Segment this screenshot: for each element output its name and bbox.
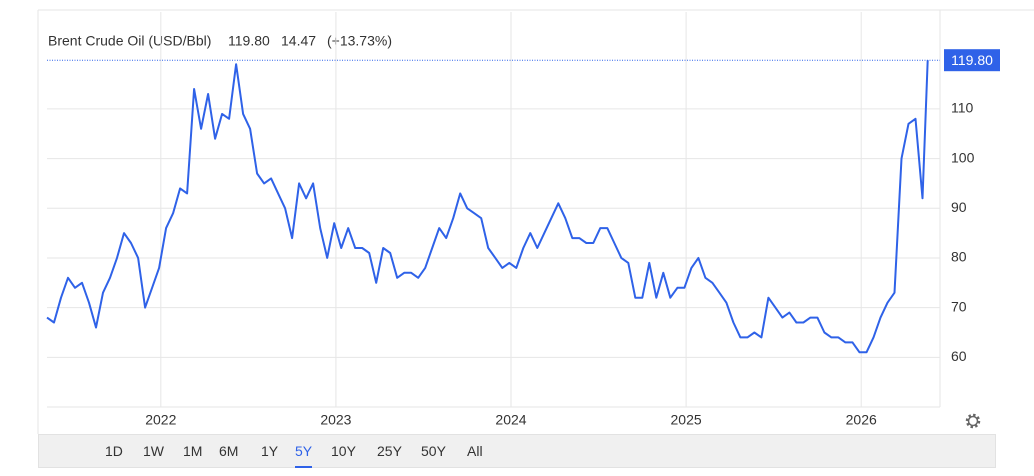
y-tick-label: 60 <box>951 348 967 364</box>
range-button[interactable]: 1W <box>143 443 164 459</box>
range-button[interactable]: 1D <box>105 443 123 459</box>
settings-icon[interactable] <box>965 413 981 429</box>
gear-ring <box>967 415 979 427</box>
y-tick-label: 70 <box>951 298 967 314</box>
header-price: 119.80 <box>228 33 270 49</box>
range-button[interactable]: 5Y <box>295 435 313 468</box>
last-price-box <box>944 49 1000 72</box>
range-button[interactable]: 1M <box>183 443 203 459</box>
y-tick-label: 90 <box>951 199 967 215</box>
last-price-label: 119.80 <box>951 52 993 68</box>
y-tick-label: 100 <box>951 149 975 165</box>
gear-teeth <box>965 413 981 429</box>
range-button[interactable]: All <box>467 443 483 459</box>
header-change: 14.47 <box>281 33 316 49</box>
x-tick-label: 2022 <box>145 412 176 428</box>
y-tick-label: 80 <box>951 249 967 265</box>
header-change-pct: (+13.73%) <box>327 33 392 49</box>
range-button[interactable]: 6M <box>219 443 239 459</box>
x-tick-label: 2023 <box>320 412 351 428</box>
x-tick-label: 2024 <box>495 412 526 428</box>
range-button[interactable]: 10Y <box>331 443 356 459</box>
range-button[interactable]: 50Y <box>421 443 446 459</box>
chart: Brent Crude Oil (USD/Bbl) 119.80 14.47 (… <box>37 9 1034 434</box>
range-button[interactable]: 1Y <box>261 443 279 459</box>
price-line <box>46 60 929 354</box>
chart-title: Brent Crude Oil (USD/Bbl) <box>48 33 211 49</box>
range-button[interactable]: 25Y <box>377 443 402 459</box>
x-tick-label: 2026 <box>846 412 877 428</box>
y-tick-label: 110 <box>951 100 974 116</box>
range-bar: 1D 1W 1M 6M 1Y 5Y 10Y 25Y 50Y All <box>38 434 996 468</box>
x-tick-label: 2025 <box>671 412 702 428</box>
